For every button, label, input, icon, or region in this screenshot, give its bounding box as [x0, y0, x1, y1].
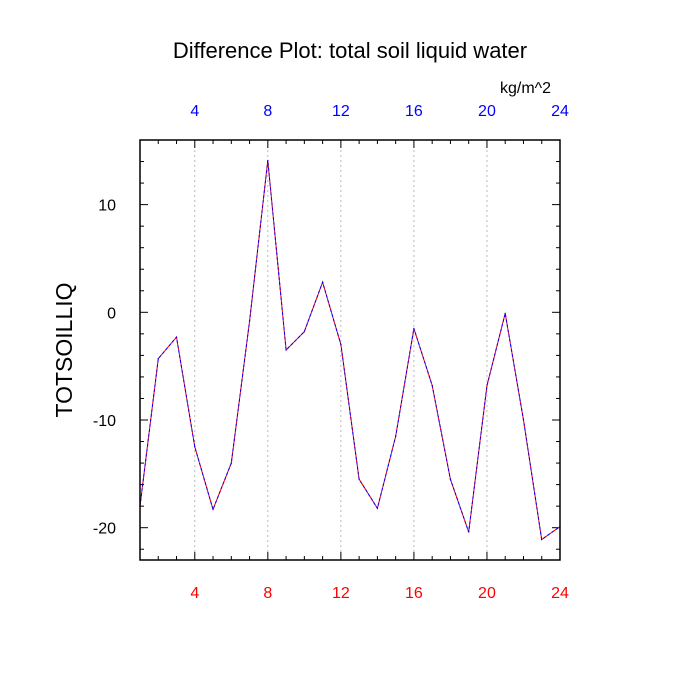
x-tick-label-top: 12: [332, 103, 350, 120]
series-lines: [139, 159, 561, 541]
x-tick-label-top: 16: [405, 103, 423, 120]
x-tick-label-top: 20: [478, 103, 496, 120]
data-point: [212, 508, 214, 510]
data-point: [248, 320, 251, 322]
data-point: [267, 159, 269, 162]
y-tick-label: 0: [107, 305, 116, 322]
data-point: [157, 358, 159, 360]
data-point: [322, 281, 324, 283]
data-point: [230, 462, 232, 464]
x-tick-label-top: 8: [263, 103, 272, 120]
series-line-red: [139, 160, 561, 541]
tick-labels: 4 4 8 8 12 12 16 16 20 20 24 24 -20 -10 0 10: [93, 103, 569, 602]
x-tick-label-bottom: 16: [405, 585, 423, 602]
data-point: [431, 384, 433, 387]
series-line-blue: [139, 160, 561, 541]
x-gridlines: [194, 140, 488, 560]
x-tick-label-bottom: 12: [332, 585, 350, 602]
x-tick-label-bottom: 4: [190, 585, 199, 602]
y-axis-label: TOTSOILLIQ: [51, 282, 77, 417]
x-tick-label-bottom: 24: [551, 585, 569, 602]
y-tick-label: -10: [93, 413, 116, 430]
x-tick-label-bottom: 8: [263, 585, 272, 602]
chart-title: Difference Plot: total soil liquid water: [172, 38, 528, 63]
data-point: [303, 331, 305, 333]
data-point: [340, 344, 342, 346]
x-tick-label-top: 24: [551, 103, 569, 120]
data-point: [449, 478, 452, 480]
units-label: kg/m^2: [500, 80, 552, 97]
data-point: [194, 446, 196, 448]
data-point: [175, 336, 178, 338]
y-tick-label: -20: [93, 521, 116, 538]
axis-ticks: [139, 139, 561, 560]
plot-frame: [139, 139, 561, 561]
x-tick-label-top: 4: [190, 103, 199, 120]
data-point: [358, 478, 360, 480]
data-point: [413, 327, 415, 330]
data-point: [376, 507, 378, 509]
data-point: [504, 312, 506, 314]
x-tick-label-bottom: 20: [478, 585, 496, 602]
y-tick-label: 10: [98, 198, 116, 215]
data-point: [395, 435, 397, 437]
data-point: [468, 531, 470, 533]
data-point: [486, 384, 488, 387]
data-point: [285, 349, 287, 351]
data-point: [541, 538, 543, 541]
data-point: [522, 419, 525, 421]
